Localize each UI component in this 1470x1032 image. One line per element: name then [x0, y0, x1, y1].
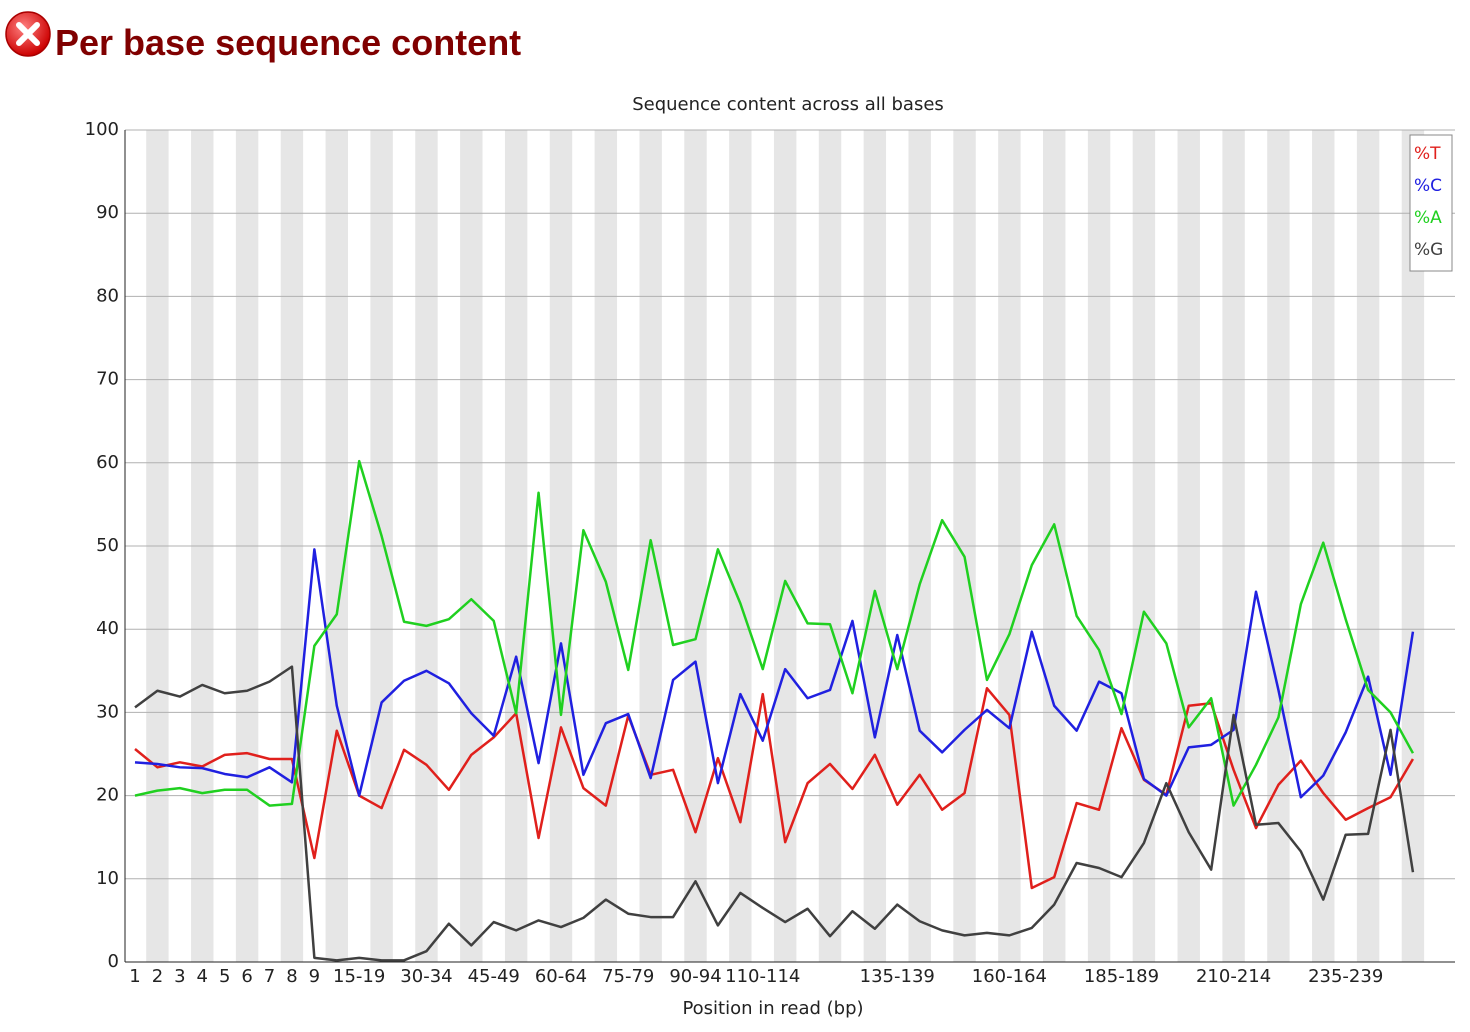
header: Per base sequence content [0, 0, 1470, 80]
y-tick-label: 40 [96, 618, 119, 639]
x-tick-label: 210-214 [1196, 966, 1271, 987]
y-tick-label: 70 [96, 369, 119, 390]
x-axis-label: Position in read (bp) [682, 998, 863, 1019]
x-tick-label: 2 [152, 966, 163, 987]
legend-label: %A [1414, 208, 1442, 228]
x-tick-label: 1 [129, 966, 140, 987]
y-tick-label: 90 [96, 202, 119, 223]
page-title: Per base sequence content [55, 22, 522, 63]
x-tick-label: 45-49 [468, 966, 520, 987]
legend-label: %T [1414, 144, 1441, 164]
y-tick-label: 30 [96, 701, 119, 722]
y-tick-label: 100 [85, 119, 119, 140]
x-tick-label: 7 [264, 966, 275, 987]
x-tick-label: 8 [286, 966, 297, 987]
y-tick-label: 80 [96, 285, 119, 306]
x-tick-label: 160-164 [972, 966, 1047, 987]
x-tick-label: 4 [197, 966, 208, 987]
y-tick-label: 10 [96, 868, 119, 889]
x-tick-label: 6 [241, 966, 252, 987]
series-line [134, 665, 1415, 962]
series-line [134, 459, 1415, 807]
y-tick-label: 0 [108, 951, 119, 972]
y-tick-label: 20 [96, 785, 119, 806]
series-line [134, 687, 1415, 890]
legend-label: %C [1414, 176, 1442, 196]
legend-label: %G [1414, 240, 1443, 260]
x-tick-label: 90-94 [669, 966, 721, 987]
chart-title: Sequence content across all bases [632, 94, 944, 115]
x-tick-label: 60-64 [535, 966, 587, 987]
x-tick-label: 30-34 [400, 966, 452, 987]
x-tick-label: 15-19 [333, 966, 385, 987]
x-tick-label: 3 [174, 966, 185, 987]
x-tick-label: 110-114 [725, 966, 800, 987]
series-line [134, 548, 1415, 799]
x-tick-label: 185-189 [1084, 966, 1159, 987]
x-tick-label: 75-79 [602, 966, 654, 987]
x-tick-label: 235-239 [1308, 966, 1383, 987]
y-tick-label: 60 [96, 452, 119, 473]
fail-icon [5, 11, 51, 57]
legend-box [1409, 134, 1453, 272]
y-tick-label: 50 [96, 535, 119, 556]
x-tick-label: 135-139 [860, 966, 935, 987]
x-tick-label: 5 [219, 966, 230, 987]
x-tick-label: 9 [309, 966, 320, 987]
